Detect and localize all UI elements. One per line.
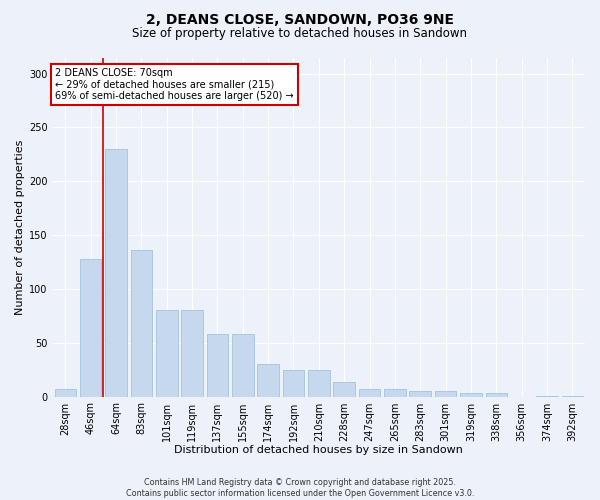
Bar — [460, 394, 482, 396]
Bar — [308, 370, 329, 396]
Bar — [409, 391, 431, 396]
Bar — [156, 310, 178, 396]
Bar — [384, 389, 406, 396]
X-axis label: Distribution of detached houses by size in Sandown: Distribution of detached houses by size … — [175, 445, 463, 455]
Bar — [334, 382, 355, 396]
Text: Contains HM Land Registry data © Crown copyright and database right 2025.
Contai: Contains HM Land Registry data © Crown c… — [126, 478, 474, 498]
Y-axis label: Number of detached properties: Number of detached properties — [15, 140, 25, 314]
Bar — [485, 394, 507, 396]
Bar — [435, 391, 457, 396]
Bar — [257, 364, 279, 396]
Bar — [206, 334, 228, 396]
Text: Size of property relative to detached houses in Sandown: Size of property relative to detached ho… — [133, 28, 467, 40]
Text: 2, DEANS CLOSE, SANDOWN, PO36 9NE: 2, DEANS CLOSE, SANDOWN, PO36 9NE — [146, 12, 454, 26]
Bar — [181, 310, 203, 396]
Bar — [105, 149, 127, 396]
Bar — [131, 250, 152, 396]
Text: 2 DEANS CLOSE: 70sqm
← 29% of detached houses are smaller (215)
69% of semi-deta: 2 DEANS CLOSE: 70sqm ← 29% of detached h… — [55, 68, 294, 101]
Bar — [232, 334, 254, 396]
Bar — [55, 389, 76, 396]
Bar — [359, 389, 380, 396]
Bar — [283, 370, 304, 396]
Bar — [80, 259, 101, 396]
